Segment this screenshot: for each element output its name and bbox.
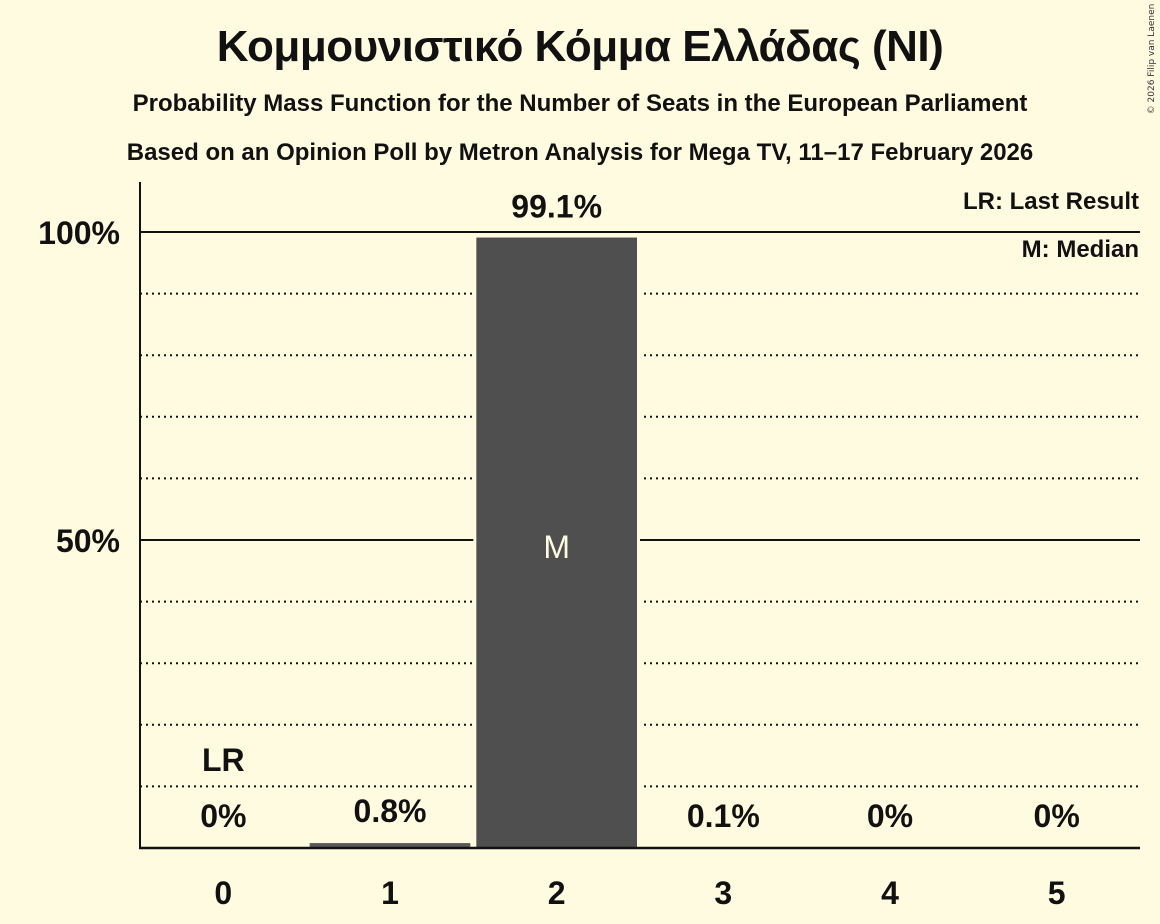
x-tick-label: 4 [881,875,899,911]
legend-last-result: LR: Last Result [963,188,1139,215]
x-tick-label: 3 [714,875,732,911]
x-tick-label: 2 [548,875,566,911]
median-marker: M [543,529,570,565]
value-label: 0% [200,798,246,834]
value-label: 0.1% [687,798,760,834]
value-label: 99.1% [511,189,602,225]
x-tick-label: 5 [1048,875,1066,911]
y-tick-label: 100% [38,215,120,251]
bars [306,235,807,848]
legend-median: M: Median [1022,236,1139,263]
x-tick-label: 1 [381,875,399,911]
y-tick-labels: 50% 100% [38,215,120,559]
value-label: 0% [1034,798,1080,834]
value-label: 0% [867,798,913,834]
bar-1 [309,843,471,848]
value-labels: 0% 0.8% 99.1% 0.1% 0% 0% LR M [200,189,1080,834]
chart-title: Κομμουνιστικό Κόμμα Ελλάδας (NI) [216,22,944,71]
bar-2 [476,237,637,848]
x-tick-labels: 0 1 2 3 4 5 [214,875,1065,911]
value-label: 0.8% [354,793,427,829]
last-result-marker: LR [202,742,245,778]
chart-subtitle: Probability Mass Function for the Number… [132,90,1028,117]
chart-source: Based on an Opinion Poll by Metron Analy… [126,139,1034,166]
y-tick-label: 50% [56,523,120,559]
x-tick-label: 0 [214,875,232,911]
